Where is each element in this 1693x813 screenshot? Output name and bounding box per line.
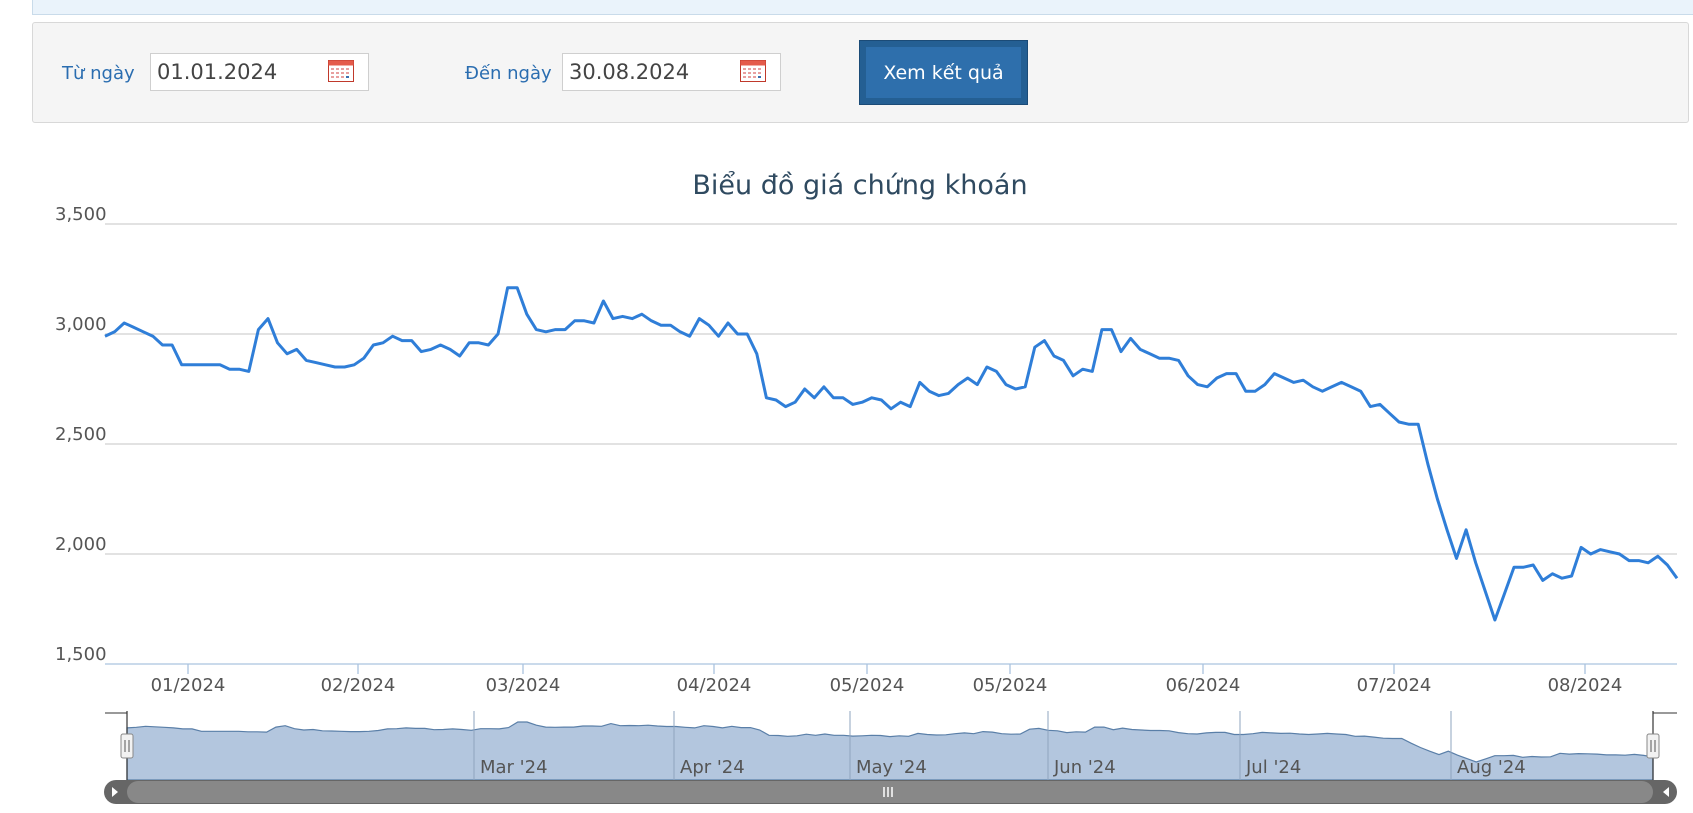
navigator-label: Jul '24 — [1245, 757, 1301, 778]
x-tick-label: 04/2024 — [677, 675, 752, 696]
scrollbar-thumb[interactable] — [127, 781, 1653, 803]
view-results-label: Xem kết quả — [866, 47, 1021, 98]
y-tick-label: 2,000 — [55, 534, 107, 555]
to-date-label: Đến ngày — [465, 63, 552, 84]
y-tick-label: 1,500 — [55, 644, 107, 665]
x-tick-label: 03/2024 — [486, 675, 561, 696]
navigator-label: May '24 — [856, 757, 927, 778]
calendar-icon[interactable] — [328, 60, 354, 82]
view-results-button[interactable]: Xem kết quả — [859, 40, 1028, 105]
top-info-strip — [32, 0, 1693, 15]
y-tick-label: 3,500 — [55, 204, 107, 225]
x-tick-label: 02/2024 — [321, 675, 396, 696]
navigator-label: Aug '24 — [1457, 757, 1526, 778]
scroll-right-arrow-icon[interactable] — [1663, 787, 1669, 797]
from-date-field[interactable]: 01.01.2024 — [150, 53, 369, 91]
to-date-value: 30.08.2024 — [569, 60, 690, 84]
navigator-label: Jun '24 — [1053, 757, 1116, 778]
navigator-handle[interactable] — [1646, 733, 1660, 759]
x-tick-label: 05/2024 — [973, 675, 1048, 696]
scroll-left-arrow-icon[interactable] — [112, 787, 118, 797]
from-date-label: Từ ngày — [62, 63, 135, 84]
y-tick-label: 3,000 — [55, 314, 107, 335]
x-tick-label: 08/2024 — [1548, 675, 1623, 696]
navigator-handle[interactable] — [120, 733, 134, 759]
x-tick-label: 05/2024 — [830, 675, 905, 696]
calendar-icon[interactable] — [740, 60, 766, 82]
x-tick-label: 01/2024 — [151, 675, 226, 696]
from-date-value: 01.01.2024 — [157, 60, 278, 84]
price-line — [104, 286, 1679, 622]
navigator-area — [126, 721, 1654, 781]
x-tick-label: 06/2024 — [1166, 675, 1241, 696]
to-date-field[interactable]: 30.08.2024 — [562, 53, 781, 91]
chart-title: Biểu đồ giá chứng khoán — [692, 170, 1028, 201]
navigator-label: Apr '24 — [680, 757, 745, 778]
y-tick-label: 2,500 — [55, 424, 107, 445]
x-tick-label: 07/2024 — [1357, 675, 1432, 696]
navigator-label: Mar '24 — [480, 757, 548, 778]
